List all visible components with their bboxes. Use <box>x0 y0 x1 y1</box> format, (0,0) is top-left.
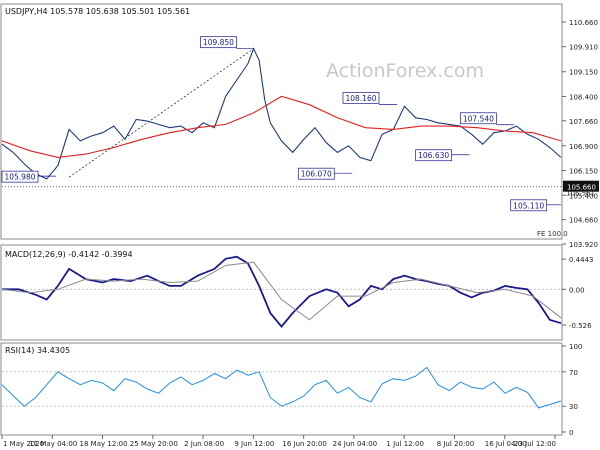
macd-panel <box>0 244 563 341</box>
price-axis-label: 103.920 <box>569 241 598 249</box>
price-annotation-label: 105.110 <box>513 201 544 210</box>
rsi-axis-label: 100 <box>569 343 582 351</box>
rsi-panel <box>0 342 563 436</box>
macd-signal-line <box>1 261 562 321</box>
price-annotation-label: 106.070 <box>301 170 332 179</box>
price-axis-label: 109.150 <box>569 69 598 77</box>
price-annotation-box <box>415 149 453 162</box>
x-axis-label: 1 Jul 12:00 <box>386 440 424 448</box>
price-axis-label: 109.910 <box>569 44 598 52</box>
price-axis-label: 106.150 <box>569 168 598 176</box>
macd-panel-title: MACD(12,26,9) -0.4142 -0.3994 <box>5 250 133 259</box>
price-annotation-label: 108.160 <box>345 94 376 103</box>
price-axis-label: 108.400 <box>569 93 598 101</box>
rsi-panel-title: RSI(14) 34.4305 <box>5 346 70 355</box>
price-axis-label: 104.660 <box>569 217 598 225</box>
price-annotation-box <box>297 167 335 180</box>
bid-price-label: 105.561 <box>566 190 595 198</box>
price-axis-label: 107.660 <box>569 118 598 126</box>
moving-average-line <box>1 95 562 158</box>
price-axis-label: 110.660 <box>569 19 598 27</box>
current-price-label: 105.660 <box>567 184 596 192</box>
x-axis-label: 8 Jul 20:00 <box>437 440 475 448</box>
rsi-axis-label: 30 <box>569 403 578 411</box>
price-annotation-box <box>1 170 39 183</box>
rsi-axis-label: 70 <box>569 369 578 377</box>
price-panel-title: USDJPY,H4 105.578 105.638 105.501 105.56… <box>5 7 190 16</box>
price-axis-label: 106.900 <box>569 143 598 151</box>
rsi-line <box>1 366 562 409</box>
price-annotation-box <box>460 112 497 125</box>
macd-axis-label: 0.00 <box>569 286 585 294</box>
watermark: ActionForex.com <box>326 60 484 82</box>
fe-label: FE 100.0 <box>537 230 568 238</box>
macd-axis-label: -0.526 <box>569 322 592 330</box>
x-axis-label: 16 Jul 04:00 <box>485 440 527 448</box>
rsi-axis-label: 0 <box>569 429 573 437</box>
x-axis-label: 25 May 20:00 <box>130 440 178 448</box>
current-price-box <box>563 180 599 192</box>
x-axis-label: 24 Jun 04:00 <box>333 440 377 448</box>
x-axis-label: 11 May 04:00 <box>29 440 77 448</box>
x-axis-label: 1 May 2020 <box>3 440 44 448</box>
price-annotation-label: 109.850 <box>203 38 234 47</box>
x-axis-label: 18 May 12:00 <box>80 440 128 448</box>
price-annotation-label: 107.540 <box>463 114 494 123</box>
price-annotation-box <box>510 199 548 212</box>
dashed-trendline <box>68 48 254 178</box>
macd-axis-label: 0.4443 <box>569 256 594 264</box>
x-axis-label: 2 Jun 08:00 <box>184 440 224 448</box>
price-annotation-label: 106.630 <box>418 151 449 160</box>
x-axis-label: 16 Jun 20:00 <box>282 440 326 448</box>
x-axis-label: 23 Jul 12:00 <box>514 440 556 448</box>
price-annotation-box <box>342 91 380 104</box>
price-annotation-box <box>200 36 237 49</box>
price-annotation-label: 105.980 <box>4 173 35 182</box>
x-axis-label: 9 Jun 12:00 <box>234 440 274 448</box>
price-axis-label: 105.400 <box>569 192 598 200</box>
price-series-line <box>1 47 562 180</box>
